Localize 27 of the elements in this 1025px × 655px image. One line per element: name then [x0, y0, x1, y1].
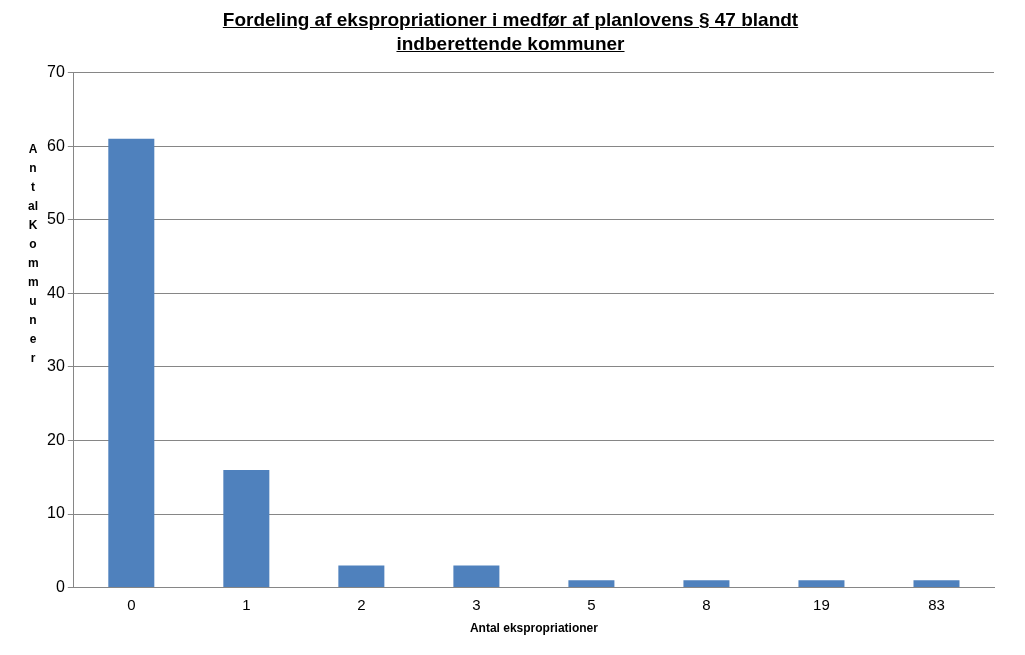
- bar: [338, 565, 385, 588]
- y-tick-label: 40: [47, 283, 65, 301]
- y-tick-label: 20: [47, 430, 65, 448]
- x-tick-label: 2: [357, 595, 366, 613]
- bar: [453, 565, 500, 588]
- bar: [798, 580, 845, 588]
- bar: [223, 469, 270, 588]
- y-tick-label: 50: [47, 210, 65, 228]
- y-tick-label: 0: [55, 578, 65, 596]
- x-tick-label: 83: [928, 595, 945, 613]
- x-tick-label: 1: [242, 595, 251, 613]
- x-tick-label: 19: [813, 595, 830, 613]
- y-tick-label: 10: [47, 504, 65, 522]
- bar: [108, 138, 155, 588]
- chart-title: Fordeling af ekspropriationer i medfør af planlovens § 47 blandt indberettende kommuner: [221, 8, 800, 56]
- x-tick-label: 8: [702, 595, 711, 613]
- x-axis-title: Antal ekspropriationer: [469, 621, 599, 636]
- text: Antal Kommuner: [28, 142, 39, 365]
- y-tick-label: 60: [47, 136, 65, 154]
- x-tick-label: 5: [587, 595, 596, 613]
- y-tick-label: 70: [47, 63, 65, 81]
- y-tick-label: 30: [47, 357, 65, 375]
- bar: [568, 580, 615, 588]
- x-tick-label: 0: [127, 595, 136, 613]
- x-tick-label: 3: [472, 595, 481, 613]
- bar: [683, 580, 730, 588]
- bar: [913, 580, 960, 588]
